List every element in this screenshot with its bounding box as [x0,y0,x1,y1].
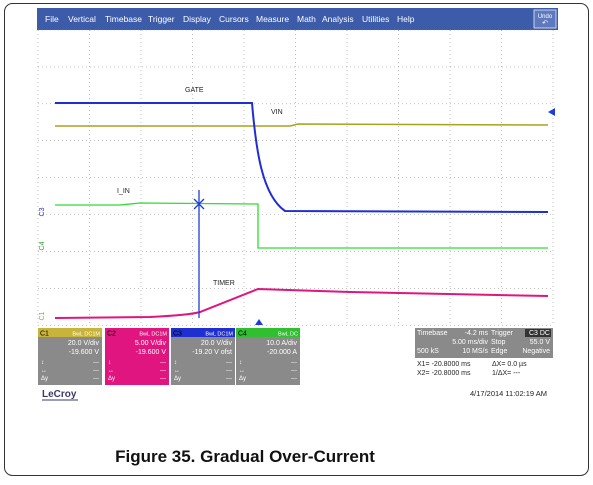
channel-name: C2 [107,331,116,338]
menu-item[interactable]: Trigger [148,14,175,24]
trigger-time-marker [255,319,263,325]
trigger-text: Negative [522,348,550,355]
brand: LeCroy [42,389,77,400]
channel-row-value: --- [226,368,232,374]
channel-marker: C4 [39,241,46,250]
menu-item[interactable]: Vertical [68,14,96,24]
channel-flags: BwL DC1M [139,332,167,338]
menu-item[interactable]: Math [297,14,316,24]
channel-header [171,328,235,337]
timer-trace [54,287,549,319]
channel-body [105,328,169,385]
timebase-text: 500 kS [417,348,439,355]
channel-header [105,328,169,337]
channel-header [236,328,300,337]
timebase-text: 5.00 ms/div [452,339,488,346]
channel-flags: BwL DC1M [205,332,233,338]
menu-item[interactable]: Utilities [362,14,389,24]
timebase-text: Timebase [417,330,448,337]
channel-body [171,328,235,385]
menu-item[interactable]: Help [397,14,415,24]
channel-row-value: --- [226,376,232,382]
channel-offset: -19.20 V ofst [192,349,232,356]
channel-header [38,328,102,337]
channel-row-value: --- [93,376,99,382]
channel-row-label: ↔ [41,368,47,374]
trigger-text: Edge [491,348,507,355]
trigger-text: Stop [491,339,506,346]
channel-offset: -19.600 V [136,349,167,356]
channel-name: C4 [238,331,247,338]
undo-button[interactable] [533,9,557,29]
channel-row-label: Δy [239,376,246,382]
channel-offset: -19.600 V [69,349,100,356]
gate-trace [55,102,549,213]
channel-row-label: Δy [174,376,181,382]
channel-row-label: ↕ [41,360,44,366]
channel-row-label: Δy [108,376,115,382]
channel-row-value: --- [160,368,166,374]
channel-row-label: ↔ [174,368,180,374]
channel-flags: BwL DC [278,332,298,338]
trigger-level-marker [548,108,555,116]
cursor-delta: 1/ΔX= --- [492,370,521,377]
channel-row-label: Δy [41,376,48,382]
channel-name: C3 [173,331,182,338]
menu-item[interactable]: Cursors [219,14,249,24]
screen [38,30,553,325]
trigger-text: 55.0 V [530,339,551,346]
menu-bar [37,8,558,30]
gate-label: GATE [185,87,204,94]
trace-labels: GATE VIN I_IN TIMER [117,87,283,287]
channel-offset: -20.000 A [267,349,297,356]
channel-row-value: --- [93,368,99,374]
trigger-text: Trigger [491,330,514,337]
channel-flags: BwL DC1M [72,332,100,338]
channel-body [38,328,102,385]
traces [54,102,549,319]
channel-row-label: ↕ [174,360,177,366]
menu-item[interactable]: Display [183,14,212,24]
cursor-readout: X1= -20.8000 ms [417,361,471,368]
iin-label: I_IN [117,188,130,195]
cursor-marker [193,198,205,210]
channel-marker: C1 [39,311,46,320]
vin-trace [55,123,549,127]
channel-marker: C3 [39,207,46,216]
timebase-text: 10 MS/s [462,348,488,355]
menu-item[interactable]: Measure [256,14,289,24]
caption: Figure 35. Gradual Over-Current [115,447,375,466]
channel-row-value: --- [291,368,297,374]
channel-scale: 20.0 V/div [68,340,100,347]
channel-scale: 20.0 V/div [201,340,233,347]
vin-label: VIN [271,109,283,116]
channel-row-value: --- [291,360,297,366]
channel-row-value: --- [93,360,99,366]
channel-row-value: --- [291,376,297,382]
cursor-readout: X2= -20.8000 ms [417,370,471,377]
channel-scale: 5.00 V/div [135,340,167,347]
channel-row-label: ↕ [108,360,111,366]
timer-label: TIMER [213,280,235,287]
channel-row-label: ↕ [239,360,242,366]
channel-row-value: --- [226,360,232,366]
menu-item[interactable]: Timebase [105,14,142,24]
channel-row-label: ↔ [108,368,114,374]
channel-row-value: --- [160,360,166,366]
timebase-text: -4.2 ms [465,330,489,337]
undo-label: Undo [538,14,553,20]
menu-item[interactable]: Analysis [322,14,354,24]
channel-name: C1 [40,331,49,338]
trigger-text: C3 DC [529,330,550,337]
menu-item[interactable]: File [45,14,59,24]
cursor-delta: ΔX= 0.0 µs [492,361,527,368]
channel-row-value: --- [160,376,166,382]
trigger-source-box [525,329,551,337]
timestamp: 4/17/2014 11:02:19 AM [470,389,547,398]
channel-scale: 10.0 A/div [266,340,297,347]
channel-row-label: ↔ [239,368,245,374]
channel-body [236,328,300,385]
undo-icon: ↶ [542,20,548,27]
